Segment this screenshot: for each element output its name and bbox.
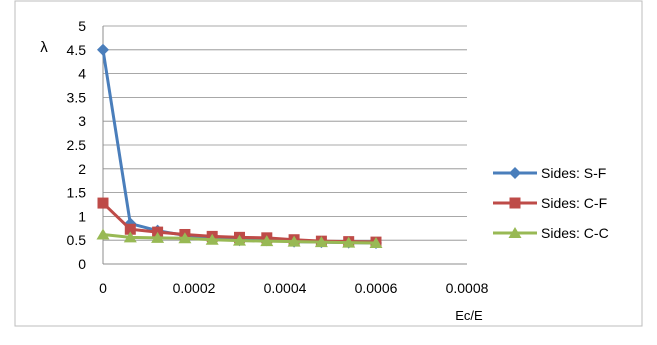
y-axis-label: λ <box>40 39 48 56</box>
legend: Sides: S-F Sides: C-F Sides: C-C <box>493 165 609 241</box>
y-tick-label: 0 <box>78 256 86 272</box>
data-point <box>369 237 383 249</box>
y-tick-label: 4 <box>78 66 86 82</box>
data-point <box>123 231 137 243</box>
y-tick-label: 2 <box>78 161 86 177</box>
legend-item: Sides: S-F <box>493 165 606 181</box>
data-point <box>205 233 219 245</box>
y-tick-label: 5 <box>78 18 86 34</box>
data-point <box>287 235 301 247</box>
x-tick-label: 0.0006 <box>355 280 398 296</box>
series-lines <box>96 43 383 250</box>
legend-label: Sides: C-C <box>541 225 609 241</box>
series-triangle <box>96 228 383 249</box>
legend-swatch-marker <box>509 167 521 179</box>
y-tick-label: 3.5 <box>67 89 87 105</box>
x-tick-label: 0.0002 <box>173 280 216 296</box>
legend-swatch-marker <box>509 197 521 209</box>
x-tick-label: 0.0008 <box>446 280 489 296</box>
data-point <box>178 232 192 244</box>
data-point <box>233 234 246 246</box>
tick-labels: 0 0.5 1 1.5 2 2.5 3 3.5 4 4.5 5 0 0.0002 0.0004 0.0006… <box>67 18 489 296</box>
y-tick-label: 4.5 <box>67 42 87 58</box>
x-tick-label: 0 <box>99 280 107 296</box>
data-point <box>97 197 109 209</box>
y-tick-label: 3 <box>78 113 86 129</box>
x-tick-label: 0.0004 <box>264 280 307 296</box>
y-tick-label: 1 <box>78 208 86 224</box>
y-tick-label: 1.5 <box>67 185 87 201</box>
data-point <box>314 236 328 248</box>
legend-swatch-marker <box>508 227 522 238</box>
data-point <box>97 43 109 56</box>
legend-item: Sides: C-C <box>493 225 609 241</box>
data-point <box>260 235 274 247</box>
legend-label: Sides: S-F <box>541 165 606 181</box>
data-point <box>124 223 136 235</box>
data-point <box>96 228 110 240</box>
legend-label: Sides: C-F <box>541 195 607 211</box>
legend-item: Sides: C-F <box>493 195 607 211</box>
y-tick-label: 0.5 <box>67 232 87 248</box>
y-tick-label: 2.5 <box>67 137 87 153</box>
data-point <box>151 231 165 243</box>
grid-lines <box>103 25 467 241</box>
data-point <box>342 236 356 248</box>
axes <box>102 26 467 265</box>
x-axis-label: Ec/E <box>455 308 483 323</box>
